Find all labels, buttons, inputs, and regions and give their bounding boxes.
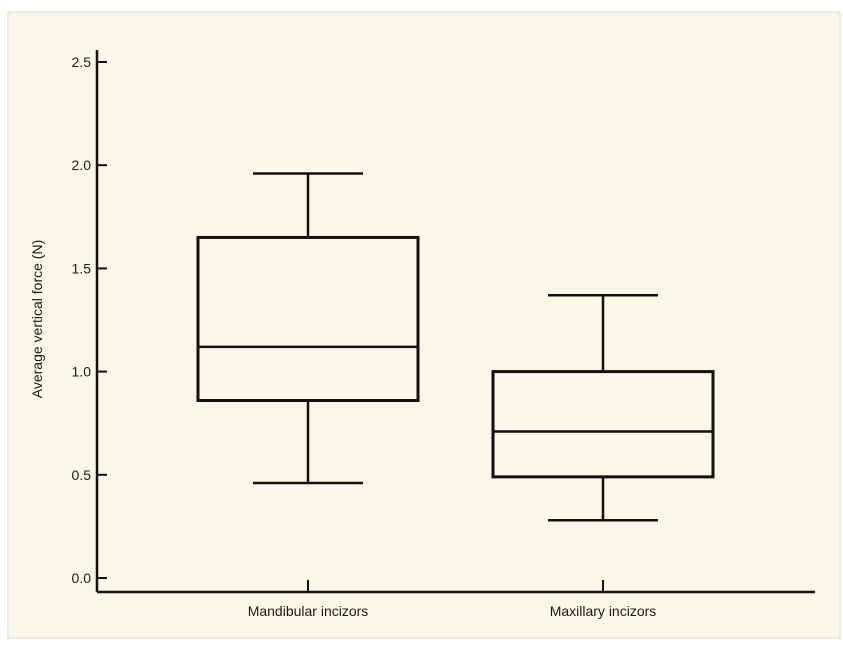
y-tick-label: 2.5 [72,54,92,70]
y-tick-label: 1.5 [72,260,92,276]
x-ticks: Mandibular incizors Maxillary incizors [248,580,657,619]
box-maxillary [491,293,715,522]
axes [95,50,815,594]
y-tick-label: 0.5 [72,467,92,483]
plot-background [7,11,841,639]
y-tick-label: 1.0 [72,364,92,380]
interquartile-box [491,370,715,479]
y-axis-title: Average vertical force (N) [29,240,45,398]
y-ticks: 0.0 0.5 1.0 1.5 2.0 2.5 [72,54,107,586]
x-tick-label: Maxillary incizors [550,603,657,619]
x-tick-label: Mandibular incizors [248,603,369,619]
interquartile-box [196,235,420,402]
box-mandibular [196,172,420,485]
y-tick-label: 0.0 [72,570,92,586]
y-tick-label: 2.0 [72,157,92,173]
boxes [196,172,715,522]
